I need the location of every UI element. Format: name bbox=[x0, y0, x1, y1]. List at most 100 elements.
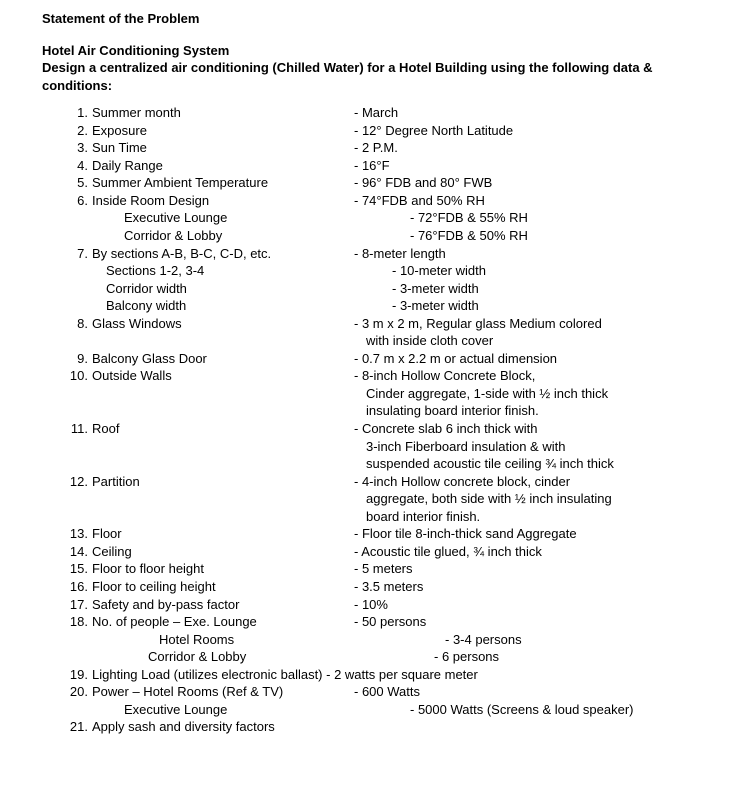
item-value-line: - 3 m x 2 m, Regular glass Medium colore… bbox=[354, 316, 602, 331]
item-value-line: aggregate, both side with ½ inch insulat… bbox=[354, 491, 612, 506]
item-value-line: board interior finish. bbox=[354, 509, 480, 524]
item-number: 14. bbox=[64, 543, 92, 561]
sub-item-label: Balcony width bbox=[64, 297, 392, 315]
item-label: Apply sash and diversity factors bbox=[92, 718, 713, 736]
item-label: Sun Time bbox=[92, 139, 354, 157]
sub-item-value: - 3-meter width bbox=[392, 297, 713, 315]
list-item: 10. Outside Walls - 8-inch Hollow Concre… bbox=[64, 367, 713, 420]
item-value: - 10% bbox=[354, 596, 713, 614]
sub-item-value: - 76°FDB & 50% RH bbox=[410, 227, 713, 245]
item-number: 10. bbox=[64, 367, 92, 385]
item-value: - 74°FDB and 50% RH bbox=[354, 192, 713, 210]
list-item: 3.Sun Time- 2 P.M. bbox=[64, 139, 713, 157]
sub-item-label: Executive Lounge bbox=[64, 209, 410, 227]
item-value: - Acoustic tile glued, ¾ inch thick bbox=[354, 543, 713, 561]
item-value: - 3 m x 2 m, Regular glass Medium colore… bbox=[354, 315, 713, 350]
item-value: - 4-inch Hollow concrete block, cinder a… bbox=[354, 473, 713, 526]
item-label: No. of people – Exe. Lounge bbox=[92, 613, 354, 631]
list-sub-item: Corridor width- 3-meter width bbox=[64, 280, 713, 298]
sub-item-value: - 5000 Watts (Screens & loud speaker) bbox=[410, 701, 713, 719]
list-item: 9. Balcony Glass Door - 0.7 m x 2.2 m or… bbox=[64, 350, 713, 368]
item-label: Safety and by-pass factor bbox=[92, 596, 354, 614]
item-label: Inside Room Design bbox=[92, 192, 354, 210]
item-value-line: Cinder aggregate, 1-side with ½ inch thi… bbox=[354, 386, 608, 401]
sub-item-label: Corridor width bbox=[64, 280, 392, 298]
sub-item-label: Corridor & Lobby bbox=[64, 227, 410, 245]
item-number: 4. bbox=[64, 157, 92, 175]
document-title: Statement of the Problem bbox=[42, 11, 199, 26]
subtitle-block: Hotel Air Conditioning System Design a c… bbox=[42, 42, 713, 95]
sub-item-label: Executive Lounge bbox=[64, 701, 410, 719]
item-label: Outside Walls bbox=[92, 367, 354, 385]
list-sub-item: Corridor & Lobby- 76°FDB & 50% RH bbox=[64, 227, 713, 245]
item-number: 18. bbox=[64, 613, 92, 631]
sub-item-value: - 6 persons bbox=[434, 648, 713, 666]
item-number: 19. bbox=[64, 666, 92, 684]
item-label: Daily Range bbox=[92, 157, 354, 175]
item-label: Balcony Glass Door bbox=[92, 350, 354, 368]
item-value: - 8-inch Hollow Concrete Block, Cinder a… bbox=[354, 367, 713, 420]
list-item: 20. Power – Hotel Rooms (Ref & TV) - 600… bbox=[64, 683, 713, 701]
list-item: 16. Floor to ceiling height - 3.5 meters bbox=[64, 578, 713, 596]
item-value: - 0.7 m x 2.2 m or actual dimension bbox=[354, 350, 713, 368]
item-number: 21. bbox=[64, 718, 92, 736]
item-value: - Concrete slab 6 inch thick with 3-inch… bbox=[354, 420, 713, 473]
title-block: Statement of the Problem bbox=[42, 10, 713, 28]
item-number: 17. bbox=[64, 596, 92, 614]
data-list: 1.Summer month- March2.Exposure- 12° Deg… bbox=[42, 104, 713, 736]
item-value: - March bbox=[354, 104, 713, 122]
item-number: 13. bbox=[64, 525, 92, 543]
item-value: - 3.5 meters bbox=[354, 578, 713, 596]
list-item: 2.Exposure- 12° Degree North Latitude bbox=[64, 122, 713, 140]
list-item: 6.Inside Room Design- 74°FDB and 50% RH bbox=[64, 192, 713, 210]
list-sub-item: Executive Lounge- 5000 Watts (Screens & … bbox=[64, 701, 713, 719]
list-item: 14. Ceiling - Acoustic tile glued, ¾ inc… bbox=[64, 543, 713, 561]
list-sub-item: Corridor & Lobby- 6 persons bbox=[64, 648, 713, 666]
sub-item-value: - 3-meter width bbox=[392, 280, 713, 298]
item-value-line: - 8-inch Hollow Concrete Block, bbox=[354, 368, 535, 383]
item-value-line: 3-inch Fiberboard insulation & with bbox=[354, 439, 565, 454]
item-value: - Floor tile 8-inch-thick sand Aggregate bbox=[354, 525, 713, 543]
list-item: 21. Apply sash and diversity factors bbox=[64, 718, 713, 736]
sub-item-label: Corridor & Lobby bbox=[64, 648, 434, 666]
item-label: Lighting Load (utilizes electronic balla… bbox=[92, 666, 713, 684]
sub-item-value: - 72°FDB & 55% RH bbox=[410, 209, 713, 227]
item-value: - 8-meter length bbox=[354, 245, 713, 263]
item-number: 16. bbox=[64, 578, 92, 596]
list-item: 15. Floor to floor height - 5 meters bbox=[64, 560, 713, 578]
item-number: 15. bbox=[64, 560, 92, 578]
item-value-line: - 4-inch Hollow concrete block, cinder bbox=[354, 474, 570, 489]
list-item: 19. Lighting Load (utilizes electronic b… bbox=[64, 666, 713, 684]
item-number: 7. bbox=[64, 245, 92, 263]
list-item: 4.Daily Range- 16°F bbox=[64, 157, 713, 175]
item-value-line: with inside cloth cover bbox=[354, 333, 493, 348]
sub-item-label: Hotel Rooms bbox=[64, 631, 445, 649]
list-item: 18. No. of people – Exe. Lounge - 50 per… bbox=[64, 613, 713, 631]
document-page: Statement of the Problem Hotel Air Condi… bbox=[0, 10, 733, 736]
list-item: 8. Glass Windows - 3 m x 2 m, Regular gl… bbox=[64, 315, 713, 350]
item-number: 8. bbox=[64, 315, 92, 333]
item-number: 5. bbox=[64, 174, 92, 192]
item-label: By sections A-B, B-C, C-D, etc. bbox=[92, 245, 354, 263]
item-label: Power – Hotel Rooms (Ref & TV) bbox=[92, 683, 354, 701]
item-label: Glass Windows bbox=[92, 315, 354, 333]
list-item: 13. Floor - Floor tile 8-inch-thick sand… bbox=[64, 525, 713, 543]
list-item: 5.Summer Ambient Temperature- 96° FDB an… bbox=[64, 174, 713, 192]
item-label: Floor to ceiling height bbox=[92, 578, 354, 596]
item-label: Partition bbox=[92, 473, 354, 491]
list-sub-item: Sections 1-2, 3-4- 10-meter width bbox=[64, 262, 713, 280]
item-value: - 5 meters bbox=[354, 560, 713, 578]
item-label: Exposure bbox=[92, 122, 354, 140]
list-item: 7. By sections A-B, B-C, C-D, etc. - 8-m… bbox=[64, 245, 713, 263]
list-sub-item: Balcony width- 3-meter width bbox=[64, 297, 713, 315]
item-value: - 2 P.M. bbox=[354, 139, 713, 157]
item-value: - 96° FDB and 80° FWB bbox=[354, 174, 713, 192]
item-number: 9. bbox=[64, 350, 92, 368]
item-label: Roof bbox=[92, 420, 354, 438]
item-value: - 16°F bbox=[354, 157, 713, 175]
list-item: 1.Summer month- March bbox=[64, 104, 713, 122]
item-label: Summer month bbox=[92, 104, 354, 122]
item-label: Ceiling bbox=[92, 543, 354, 561]
list-item: 17. Safety and by-pass factor - 10% bbox=[64, 596, 713, 614]
item-number: 6. bbox=[64, 192, 92, 210]
